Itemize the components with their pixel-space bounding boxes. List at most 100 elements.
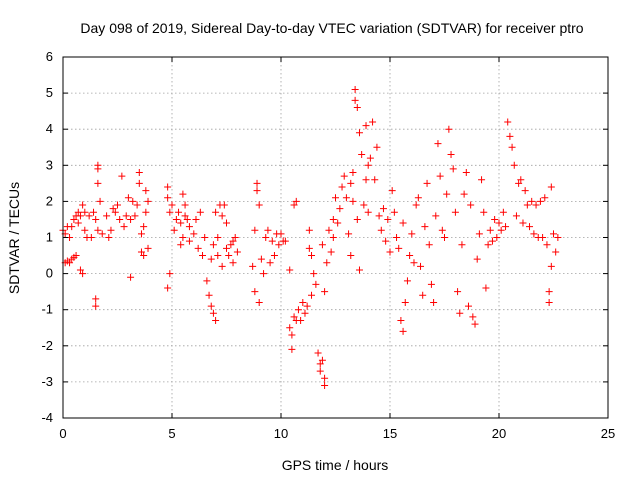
data-point bbox=[290, 313, 298, 321]
data-point bbox=[218, 212, 226, 220]
data-point bbox=[449, 165, 457, 173]
data-point bbox=[517, 176, 525, 184]
data-point bbox=[340, 172, 348, 180]
data-point bbox=[399, 327, 407, 335]
data-point bbox=[467, 201, 475, 209]
data-point bbox=[255, 298, 263, 306]
data-point bbox=[249, 262, 257, 270]
data-point bbox=[111, 208, 119, 216]
data-point bbox=[401, 298, 409, 306]
data-point bbox=[127, 273, 135, 281]
x-axis-label: GPS time / hours bbox=[282, 457, 389, 473]
data-point bbox=[277, 230, 285, 238]
data-point bbox=[334, 219, 342, 227]
data-point bbox=[227, 241, 235, 249]
data-point bbox=[183, 215, 191, 223]
data-point bbox=[85, 212, 93, 220]
data-point bbox=[131, 212, 139, 220]
data-point bbox=[231, 234, 239, 241]
data-point bbox=[493, 234, 501, 241]
data-point bbox=[471, 320, 479, 328]
data-point bbox=[456, 309, 464, 317]
x-tick-label: 5 bbox=[168, 426, 175, 441]
y-tick-label: 4 bbox=[46, 121, 53, 136]
data-point bbox=[164, 284, 172, 292]
y-tick-label: 3 bbox=[46, 157, 53, 172]
axis-ticks: 0 5 10 15 20 25 -4 -3 -2 -1 0 1 2 3 4 5 6 bbox=[41, 49, 615, 441]
data-point bbox=[168, 201, 176, 209]
data-point bbox=[403, 277, 411, 285]
data-point bbox=[74, 208, 82, 216]
data-point bbox=[491, 215, 499, 223]
data-point bbox=[301, 309, 309, 317]
data-point bbox=[351, 96, 359, 104]
data-point bbox=[172, 215, 180, 223]
data-point bbox=[364, 208, 372, 216]
data-point bbox=[506, 132, 514, 140]
y-tick-label: 0 bbox=[46, 266, 53, 281]
y-tick-label: 6 bbox=[46, 49, 53, 64]
data-point bbox=[201, 234, 209, 241]
data-point bbox=[499, 208, 507, 216]
data-point bbox=[438, 226, 446, 234]
data-point bbox=[545, 288, 553, 296]
data-point bbox=[314, 349, 322, 357]
data-point bbox=[290, 201, 298, 209]
data-point bbox=[464, 302, 472, 310]
data-point bbox=[260, 270, 268, 278]
data-point bbox=[460, 190, 468, 198]
data-point bbox=[554, 234, 562, 241]
data-point bbox=[288, 331, 296, 339]
data-point bbox=[384, 215, 392, 223]
data-point bbox=[423, 179, 431, 187]
data-point bbox=[79, 270, 87, 278]
data-point bbox=[140, 252, 148, 260]
data-point bbox=[519, 219, 527, 227]
data-point bbox=[305, 226, 313, 234]
data-point bbox=[275, 241, 283, 249]
data-point bbox=[137, 230, 145, 238]
data-point bbox=[364, 161, 372, 169]
data-point bbox=[355, 129, 363, 137]
data-point bbox=[342, 194, 350, 202]
data-point bbox=[214, 252, 222, 260]
data-point bbox=[181, 212, 189, 220]
data-point bbox=[105, 234, 113, 241]
data-point bbox=[388, 187, 396, 195]
data-point bbox=[321, 288, 329, 296]
data-point bbox=[536, 197, 544, 205]
data-point bbox=[539, 234, 547, 241]
data-point bbox=[504, 118, 512, 126]
data-point bbox=[135, 179, 143, 187]
data-point bbox=[399, 219, 407, 227]
data-point bbox=[144, 197, 152, 205]
data-point bbox=[192, 215, 200, 223]
data-point bbox=[209, 309, 217, 317]
data-point bbox=[120, 223, 128, 231]
data-point bbox=[253, 179, 261, 187]
data-point bbox=[297, 317, 305, 325]
data-point bbox=[103, 212, 111, 220]
data-point bbox=[475, 230, 483, 238]
data-point bbox=[92, 295, 100, 303]
data-point bbox=[347, 252, 355, 260]
data-point bbox=[229, 259, 237, 267]
data-point bbox=[205, 291, 213, 299]
data-point bbox=[94, 179, 102, 187]
data-point bbox=[107, 226, 115, 234]
data-point bbox=[294, 306, 302, 314]
data-point bbox=[482, 284, 490, 292]
data-point bbox=[397, 317, 405, 325]
data-point bbox=[512, 212, 520, 220]
data-point bbox=[122, 212, 130, 220]
data-point bbox=[541, 194, 549, 202]
data-point bbox=[508, 143, 516, 151]
data-point bbox=[288, 345, 296, 353]
data-point bbox=[308, 252, 316, 260]
data-point bbox=[362, 122, 370, 130]
data-point bbox=[379, 205, 387, 213]
data-point bbox=[286, 324, 294, 332]
data-point bbox=[521, 187, 529, 195]
data-point bbox=[395, 244, 403, 252]
data-point bbox=[199, 252, 207, 260]
